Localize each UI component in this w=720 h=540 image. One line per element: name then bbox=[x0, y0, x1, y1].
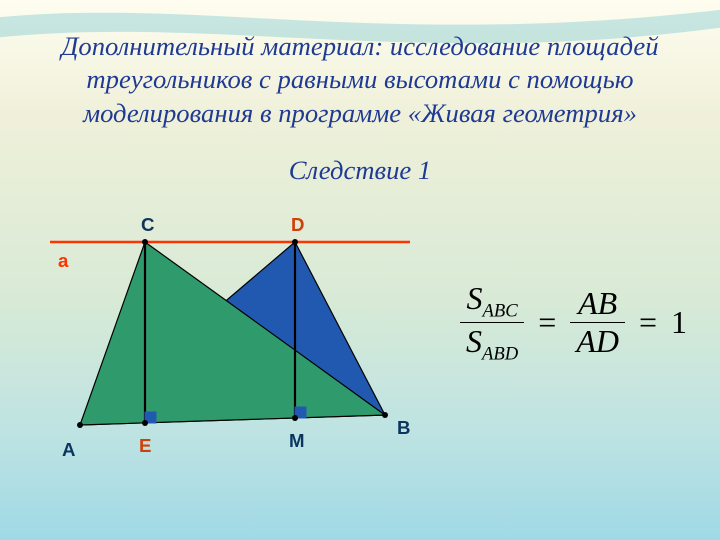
slide-title: Дополнительный материал: исследование пл… bbox=[40, 30, 680, 130]
label-E: E bbox=[139, 435, 151, 457]
label-B: B bbox=[397, 417, 410, 439]
formula-value: 1 bbox=[671, 304, 687, 341]
formula-sub2: ABD bbox=[482, 344, 518, 365]
label-a: a bbox=[58, 250, 68, 272]
equals-1: = bbox=[532, 304, 562, 341]
formula-rhs-num: AB bbox=[570, 285, 625, 323]
point-E bbox=[142, 420, 148, 426]
formula-S1: S bbox=[467, 280, 483, 316]
label-A: A bbox=[62, 439, 75, 461]
label-C: C bbox=[141, 214, 154, 236]
formula-sub1: ABC bbox=[483, 300, 518, 321]
slide-subtitle: Следствие 1 bbox=[0, 155, 720, 186]
point-C bbox=[142, 239, 148, 245]
point-B bbox=[382, 412, 388, 418]
formula-rhs-den: AD bbox=[570, 323, 625, 360]
point-A bbox=[77, 422, 83, 428]
equals-2: = bbox=[633, 304, 663, 341]
point-D bbox=[292, 239, 298, 245]
geometry-diagram: A B C D E Ma bbox=[40, 200, 420, 460]
area-ratio-formula: SABC SABD = AB AD = 1 bbox=[460, 280, 687, 366]
label-M: M bbox=[289, 430, 305, 452]
label-D: D bbox=[291, 214, 304, 236]
point-M bbox=[292, 415, 298, 421]
formula-S2: S bbox=[466, 323, 482, 359]
